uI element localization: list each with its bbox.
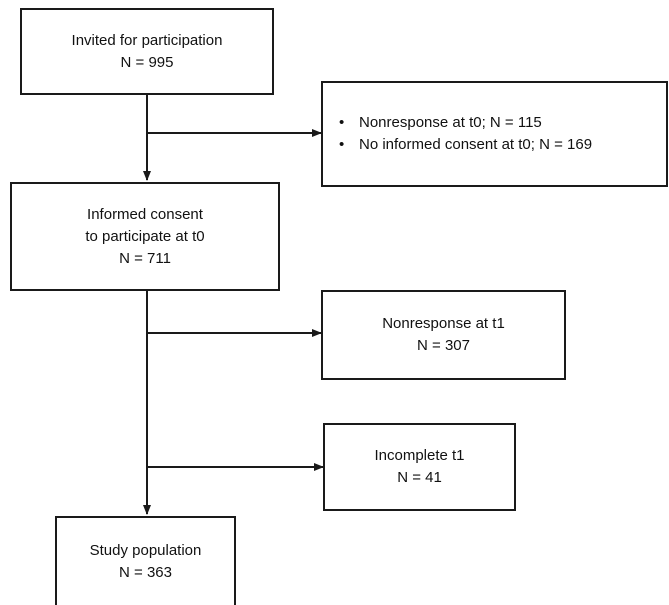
- consent-t0-count: N = 711: [119, 249, 171, 267]
- invited-box: Invited for participation N = 995: [20, 8, 274, 95]
- consent-t0-box: Informed consent to participate at t0 N …: [10, 182, 280, 291]
- exclusion-t0-item: Nonresponse at t0; N = 115: [337, 112, 592, 134]
- nonresponse-t1-box: Nonresponse at t1 N = 307: [321, 290, 566, 380]
- incomplete-t1-count: N = 41: [397, 469, 442, 486]
- study-population-count: N = 363: [119, 563, 172, 581]
- consent-t0-line1: Informed consent: [87, 205, 203, 223]
- invited-title: Invited for participation: [71, 31, 223, 49]
- study-population-box: Study population N = 363: [55, 516, 236, 605]
- nonresponse-t1-count: N = 307: [417, 337, 470, 354]
- consent-t0-line2: to participate at t0: [85, 227, 205, 245]
- exclusion-t0-box: Nonresponse at t0; N = 115 No informed c…: [321, 81, 668, 187]
- nonresponse-t1-title: Nonresponse at t1: [382, 315, 505, 332]
- incomplete-t1-box: Incomplete t1 N = 41: [323, 423, 516, 511]
- study-population-title: Study population: [89, 541, 202, 559]
- incomplete-t1-title: Incomplete t1: [374, 447, 465, 464]
- invited-count: N = 995: [120, 53, 174, 71]
- exclusion-t0-list: Nonresponse at t0; N = 115 No informed c…: [337, 112, 592, 156]
- exclusion-t0-item: No informed consent at t0; N = 169: [337, 134, 592, 156]
